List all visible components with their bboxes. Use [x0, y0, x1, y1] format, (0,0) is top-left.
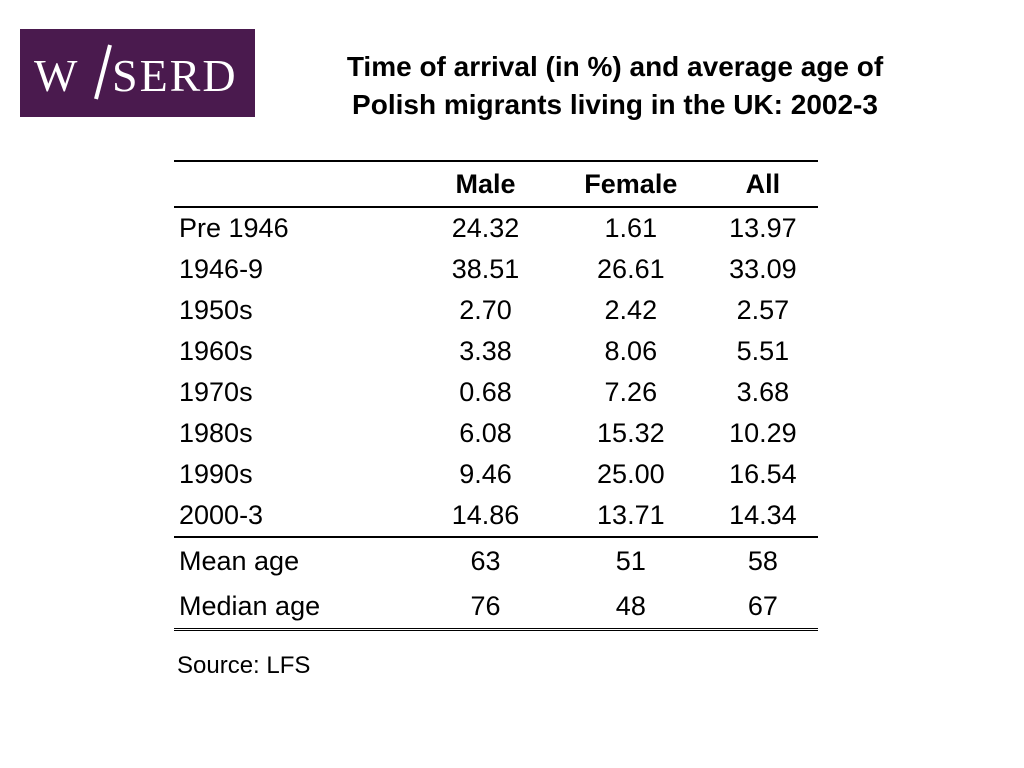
- header-male: Male: [455, 169, 516, 199]
- cell-male: 76: [417, 584, 554, 631]
- cell-all: 2.57: [736, 295, 790, 325]
- cell-all: 33.09: [729, 254, 797, 284]
- cell-male: 6.08: [459, 418, 512, 448]
- wiserd-logo: W SERD: [20, 29, 255, 117]
- wiserd-logo-mark: W SERD: [34, 44, 238, 101]
- table-row: Pre 1946 24.32 1.61 13.97: [174, 207, 818, 249]
- cell-male: 14.86: [451, 500, 520, 530]
- row-label: Pre 1946: [179, 213, 289, 243]
- table-row: Mean age 63 51 58: [174, 536, 818, 584]
- cell-female: 48: [553, 584, 708, 631]
- cell-male: 0.68: [459, 377, 512, 407]
- cell-male: 38.51: [451, 254, 520, 284]
- cell-male: 3.38: [459, 336, 512, 366]
- header-blank: [174, 161, 417, 207]
- cell-male: 2.70: [459, 295, 512, 325]
- title-line-2: Polish migrants living in the UK: 2002-3: [352, 89, 878, 120]
- table-row: 1946-9 38.51 26.61 33.09: [174, 249, 818, 290]
- cell-female: 51: [553, 536, 708, 584]
- cell-all: 58: [707, 536, 818, 584]
- page-title: Time of arrival (in %) and average age o…: [270, 48, 960, 124]
- table-row: Median age 76 48 67: [174, 584, 818, 631]
- header-all: All: [745, 169, 781, 199]
- row-label: 2000-3: [179, 500, 264, 530]
- cell-female: 7.26: [604, 377, 658, 407]
- cell-male: 24.32: [451, 213, 520, 243]
- cell-female: 2.42: [604, 295, 658, 325]
- row-label: Mean age: [174, 536, 418, 584]
- table-row: 1970s 0.68 7.26 3.68: [174, 372, 818, 413]
- logo-slash: [94, 44, 112, 100]
- row-label: 1990s: [179, 459, 253, 489]
- cell-all: 5.51: [736, 336, 790, 366]
- cell-female: 1.61: [604, 213, 658, 243]
- logo-text-left: W: [34, 50, 78, 101]
- table-row: 1980s 6.08 15.32 10.29: [174, 413, 818, 454]
- data-table-container: Male Female All Pre 1946 24.32 1.61 13.97 19…: [174, 160, 818, 631]
- row-label: Median age: [174, 584, 418, 631]
- cell-male: 63: [417, 536, 554, 584]
- cell-all: 16.54: [729, 459, 797, 489]
- cell-female: 13.71: [597, 500, 665, 530]
- cell-female: 25.00: [597, 459, 665, 489]
- source-note: Source: LFS: [177, 652, 311, 679]
- title-line-1: Time of arrival (in %) and average age o…: [346, 51, 884, 82]
- row-label: 1946-9: [179, 254, 264, 284]
- cell-female: 8.06: [604, 336, 658, 366]
- arrival-rows: Pre 1946 24.32 1.61 13.97 1946-9 38.51 26.61 33…: [174, 207, 818, 537]
- cell-all: 13.97: [729, 213, 797, 243]
- table-header-row: Male Female All: [174, 161, 818, 207]
- cell-all: 3.68: [736, 377, 790, 407]
- table-row: 2000-3 14.86 13.71 14.34: [174, 495, 818, 537]
- row-label: 1980s: [179, 418, 253, 448]
- header-female: Female: [584, 169, 678, 199]
- row-label: 1950s: [179, 295, 253, 325]
- row-label: 1970s: [179, 377, 253, 407]
- cell-all: 10.29: [729, 418, 797, 448]
- cell-female: 26.61: [597, 254, 665, 284]
- arrival-age-table: Male Female All Pre 1946 24.32 1.61 13.97 19…: [174, 160, 818, 631]
- cell-all: 67: [707, 584, 818, 631]
- cell-female: 15.32: [597, 418, 665, 448]
- cell-all: 14.34: [729, 500, 797, 530]
- age-rows: Mean age 63 51 58 Median age 76 48 67: [174, 536, 818, 631]
- table-row: 1950s 2.70 2.42 2.57: [174, 290, 818, 331]
- cell-male: 9.46: [459, 459, 512, 489]
- row-label: 1960s: [179, 336, 253, 366]
- table-row: 1960s 3.38 8.06 5.51: [174, 331, 818, 372]
- table-row: 1990s 9.46 25.00 16.54: [174, 454, 818, 495]
- logo-text-right: SERD: [112, 50, 238, 101]
